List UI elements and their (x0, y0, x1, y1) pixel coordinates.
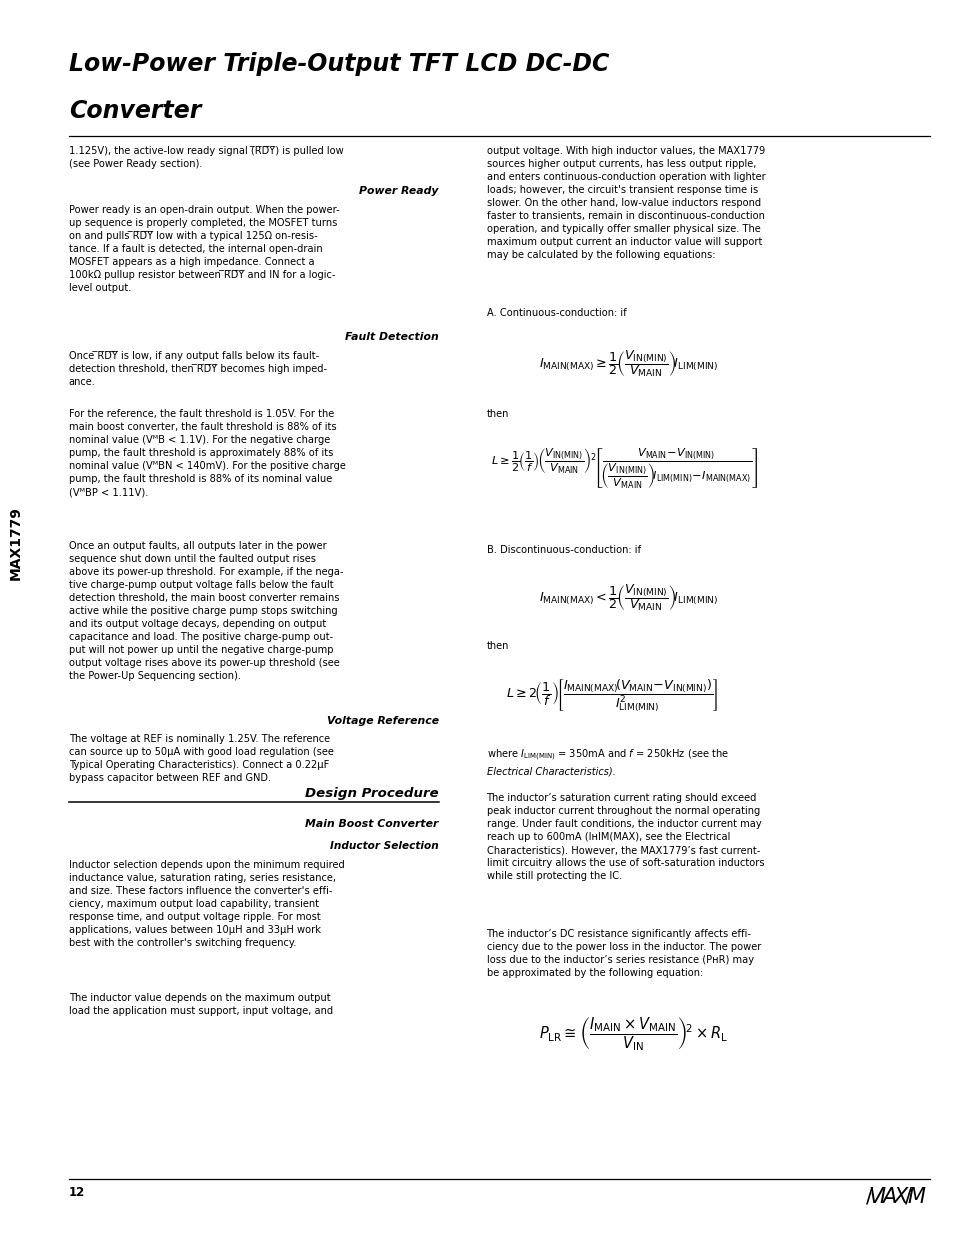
Text: MAX1779: MAX1779 (9, 506, 22, 580)
Text: then: then (486, 641, 508, 651)
Text: Electrical Characteristics).: Electrical Characteristics). (486, 767, 615, 777)
Text: output voltage. With high inductor values, the MAX1779
sources higher output cur: output voltage. With high inductor value… (486, 146, 764, 261)
Text: Fault Detection: Fault Detection (345, 332, 438, 342)
Text: $I_{\mathsf{MAIN(MAX)}} < \dfrac{1}{2}\!\left(\dfrac{V_{\mathsf{IN(MIN)}}}{V_{\m: $I_{\mathsf{MAIN(MAX)}} < \dfrac{1}{2}\!… (538, 582, 718, 614)
Text: B. Discontinuous-conduction: if: B. Discontinuous-conduction: if (486, 545, 640, 555)
Text: Once ̅R̅D̅Y̅ is low, if any output falls below its fault-
detection threshold, t: Once ̅R̅D̅Y̅ is low, if any output falls… (69, 351, 327, 387)
Text: Power Ready: Power Ready (359, 186, 438, 196)
Text: $L \geq \dfrac{1}{2}\!\left(\dfrac{1}{f}\right)\!\left(\dfrac{V_{\mathsf{IN(MIN): $L \geq \dfrac{1}{2}\!\left(\dfrac{1}{f}… (491, 447, 758, 492)
Text: Voltage Reference: Voltage Reference (326, 716, 438, 726)
Text: The inductor’s saturation current rating should exceed
peak inductor current thr: The inductor’s saturation current rating… (486, 793, 763, 881)
Text: 1.125V), the active-low ready signal (̅R̅D̅Y̅) is pulled low
(see ​Power Ready​ : 1.125V), the active-low ready signal (̅R… (69, 146, 343, 169)
Text: Low-Power Triple-Output TFT LCD DC-DC: Low-Power Triple-Output TFT LCD DC-DC (69, 52, 608, 75)
Text: The inductor’s DC resistance significantly affects effi-
ciency due to the power: The inductor’s DC resistance significant… (486, 929, 760, 978)
Text: where $I_{\mathsf{LIM(MIN)}}$ = 350mA and $f$ = 250kHz (see the: where $I_{\mathsf{LIM(MIN)}}$ = 350mA an… (486, 747, 728, 762)
Text: Power ready is an open-drain output. When the power-
up sequence is properly com: Power ready is an open-drain output. Whe… (69, 205, 339, 293)
Text: 12: 12 (69, 1186, 85, 1199)
Text: Main Boost Converter: Main Boost Converter (305, 819, 438, 829)
Text: A. Continuous-conduction: if: A. Continuous-conduction: if (486, 308, 625, 317)
Text: Design Procedure: Design Procedure (305, 787, 438, 800)
Text: $L \geq 2\!\left(\dfrac{1}{f}\right)\!\left[\dfrac{I_{\mathsf{MAIN(MAX)}}\!\left: $L \geq 2\!\left(\dfrac{1}{f}\right)\!\l… (505, 677, 718, 714)
Text: $P_{\mathsf{LR}} \cong \left(\dfrac{I_{\mathsf{MAIN}} \times V_{\mathsf{MAIN}}}{: $P_{\mathsf{LR}} \cong \left(\dfrac{I_{\… (538, 1015, 727, 1052)
Text: $I_{\mathsf{MAIN(MAX)}} \geq \dfrac{1}{2}\!\left(\dfrac{V_{\mathsf{IN(MIN)}}}{V_: $I_{\mathsf{MAIN(MAX)}} \geq \dfrac{1}{2… (538, 347, 718, 379)
Text: The voltage at REF is nominally 1.25V. The reference
can source up to 50μA with : The voltage at REF is nominally 1.25V. T… (69, 734, 334, 783)
Text: $\mathbf{\mathit{/\!V\!I\!A\!X\!/\!M}}$: $\mathbf{\mathit{/\!V\!I\!A\!X\!/\!M}}$ (864, 1186, 926, 1207)
Text: Inductor selection depends upon the minimum required
inductance value, saturatio: Inductor selection depends upon the mini… (69, 860, 344, 947)
Text: For the reference, the fault threshold is 1.05V. For the
main boost converter, t: For the reference, the fault threshold i… (69, 409, 345, 496)
Text: Once an output faults, all outputs later in the power
sequence shut down until t: Once an output faults, all outputs later… (69, 541, 343, 682)
Text: then: then (486, 409, 508, 419)
Text: The inductor value depends on the maximum output
load the application must suppo: The inductor value depends on the maximu… (69, 993, 333, 1016)
Text: Inductor Selection: Inductor Selection (330, 841, 438, 851)
Text: Converter: Converter (69, 99, 201, 122)
